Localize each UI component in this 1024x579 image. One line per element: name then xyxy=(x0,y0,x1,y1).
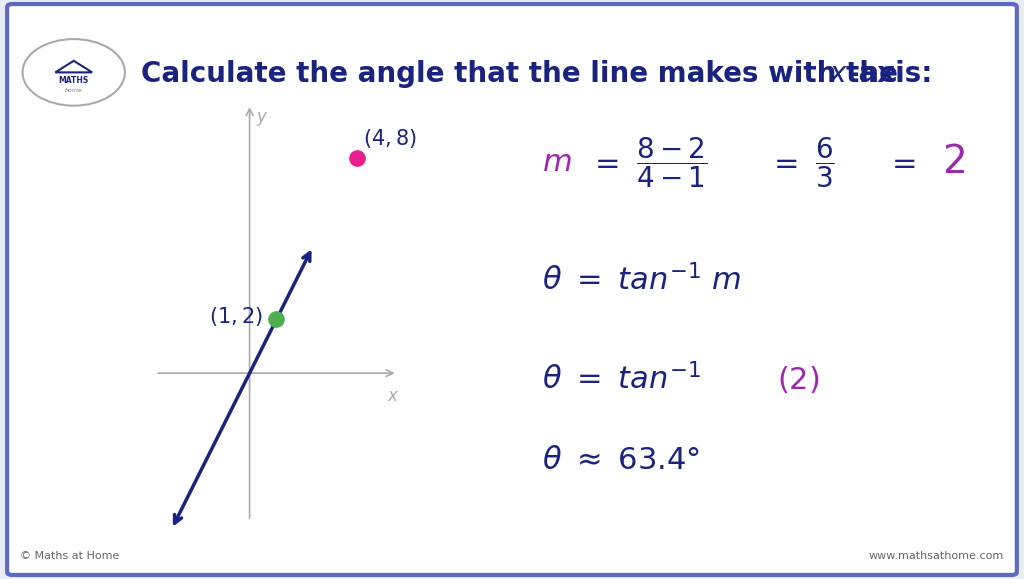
Text: $(4, 8)$: $(4, 8)$ xyxy=(362,127,417,150)
Ellipse shape xyxy=(23,39,125,106)
Text: $\theta\ =\ \mathit{tan}^{-1}\ m$: $\theta\ =\ \mathit{tan}^{-1}\ m$ xyxy=(542,263,741,296)
Text: $\theta\ \approx\ 63.4°$: $\theta\ \approx\ 63.4°$ xyxy=(542,446,700,475)
Text: © Maths at Home: © Maths at Home xyxy=(20,551,120,561)
Text: $=$: $=$ xyxy=(768,148,799,177)
FancyBboxPatch shape xyxy=(7,4,1017,575)
Text: www.mathsathome.com: www.mathsathome.com xyxy=(868,551,1004,561)
Text: MATHS: MATHS xyxy=(58,76,89,86)
Text: $(2)$: $(2)$ xyxy=(777,364,820,395)
Text: $=$: $=$ xyxy=(886,148,916,177)
Text: $y$: $y$ xyxy=(256,109,268,127)
Text: $2$: $2$ xyxy=(942,144,966,181)
Text: $=$: $=$ xyxy=(589,148,620,177)
Text: $\dfrac{6}{3}$: $\dfrac{6}{3}$ xyxy=(815,135,835,190)
Text: home: home xyxy=(65,88,83,93)
Text: $\theta\ =\ \mathit{tan}^{-1}$: $\theta\ =\ \mathit{tan}^{-1}$ xyxy=(542,363,700,395)
Text: $x$: $x$ xyxy=(387,387,399,405)
Text: $m$: $m$ xyxy=(542,148,571,177)
Text: $\dfrac{8-2}{4-1}$: $\dfrac{8-2}{4-1}$ xyxy=(636,135,708,190)
Text: $(1, 2)$: $(1, 2)$ xyxy=(209,305,263,328)
Text: -axis:: -axis: xyxy=(848,60,933,87)
Text: $x$: $x$ xyxy=(829,60,849,87)
Text: Calculate the angle that the line makes with the: Calculate the angle that the line makes … xyxy=(141,60,908,87)
